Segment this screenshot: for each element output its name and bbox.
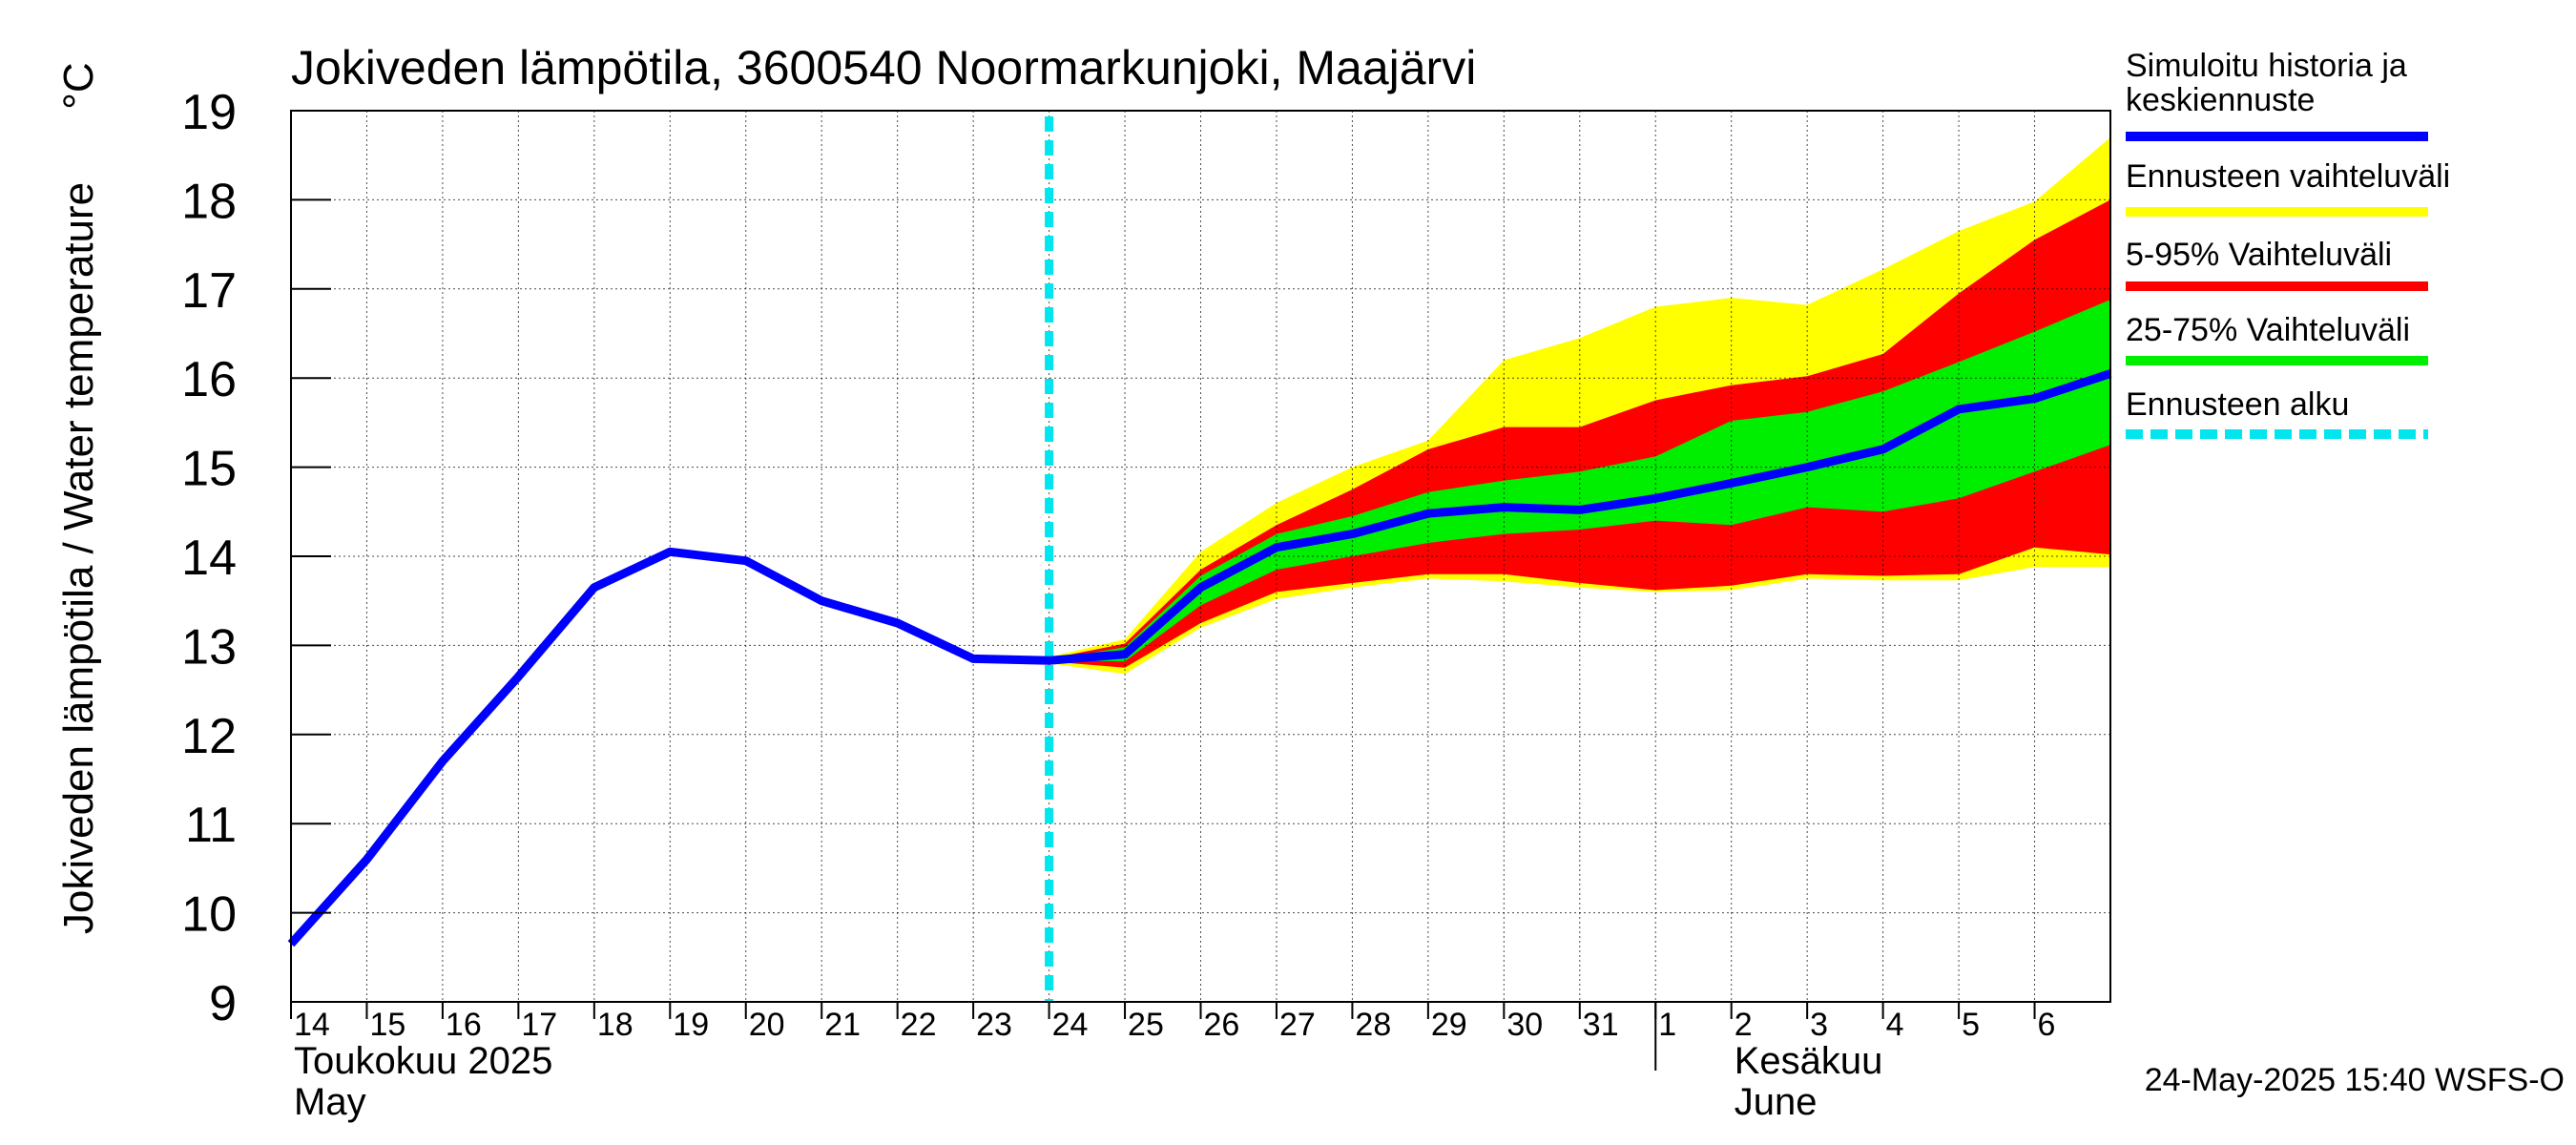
legend-label-0-0: Simuloitu historia ja: [2126, 48, 2407, 84]
month-label-en-0: May: [294, 1081, 366, 1123]
month-label-fi-1: Kesäkuu: [1735, 1040, 1883, 1082]
band-2: [1049, 300, 2110, 662]
x-tick-label-22: 5: [1962, 1007, 1980, 1043]
x-tick-label-4: 18: [597, 1007, 634, 1043]
x-tick-label-8: 22: [901, 1007, 937, 1043]
y-tick-label-7: 16: [181, 352, 237, 407]
x-tick-label-20: 3: [1810, 1007, 1828, 1043]
x-tick-label-7: 21: [824, 1007, 861, 1043]
x-tick-label-16: 30: [1506, 1007, 1543, 1043]
x-tick-label-18: 1: [1658, 1007, 1676, 1043]
month-label-fi-0: Toukokuu 2025: [294, 1040, 552, 1082]
y-tick-label-1: 10: [181, 887, 237, 943]
grid-lines: [291, 111, 2110, 1002]
y-tick-label-4: 13: [181, 619, 237, 675]
x-tick-label-13: 27: [1279, 1007, 1316, 1043]
x-tick-label-1: 15: [369, 1007, 405, 1043]
x-axis-ticks: 14 15 16 17 18 19 20 21 22 23 24 25 26 27 28 29 30 31 1 2 3 4…: [290, 1002, 2056, 1071]
y-tick-label-0: 9: [209, 976, 237, 1031]
x-tick-label-5: 19: [673, 1007, 709, 1043]
footer-timestamp: 24-May-2025 15:40 WSFS-O: [2145, 1062, 2565, 1098]
x-tick-label-21: 4: [1886, 1007, 1904, 1043]
x-tick-label-6: 20: [749, 1007, 785, 1043]
y-tick-label-9: 18: [181, 174, 237, 229]
x-tick-label-11: 25: [1128, 1007, 1164, 1043]
series-lines: [287, 116, 2112, 1002]
x-tick-label-23: 6: [2038, 1007, 2056, 1043]
y-tick-label-3: 12: [181, 709, 237, 764]
y-tick-label-8: 17: [181, 263, 237, 319]
legend-label-3-0: 25-75% Vaihteluväli: [2126, 312, 2410, 348]
x-tick-label-9: 23: [976, 1007, 1012, 1043]
x-tick-label-10: 24: [1052, 1007, 1089, 1043]
x-tick-label-14: 28: [1355, 1007, 1391, 1043]
x-tick-label-3: 17: [521, 1007, 557, 1043]
y-tick-label-5: 14: [181, 531, 237, 586]
x-tick-label-15: 29: [1431, 1007, 1467, 1043]
y-axis-unit: °C: [55, 62, 102, 109]
legend-label-0-1: keskiennuste: [2126, 82, 2315, 118]
y-tick-label-2: 11: [185, 798, 237, 853]
y-tick-label-6: 15: [181, 442, 237, 497]
y-axis-label: Jokiveden lämpötila / Water temperature: [55, 182, 102, 934]
y-tick-label-10: 19: [181, 85, 237, 140]
legend-label-2-0: 5-95% Vaihteluväli: [2126, 237, 2392, 273]
chart-title: Jokiveden lämpötila, 3600540 Noormarkunj…: [291, 41, 1476, 94]
legend-label-4-0: Ennusteen alku: [2126, 386, 2349, 423]
x-tick-label-17: 31: [1583, 1007, 1619, 1043]
y-axis-ticks: 9 10 11 12 13 14 15 16 17 18 19: [181, 85, 331, 1031]
legend-label-1-0: Ennusteen vaihteluväli: [2126, 158, 2450, 195]
x-tick-label-0: 14: [294, 1007, 330, 1043]
month-label-en-1: June: [1735, 1081, 1818, 1123]
x-tick-label-19: 2: [1735, 1007, 1753, 1043]
x-tick-label-2: 16: [446, 1007, 482, 1043]
x-tick-label-12: 26: [1204, 1007, 1240, 1043]
series-line-0: [287, 369, 2112, 947]
